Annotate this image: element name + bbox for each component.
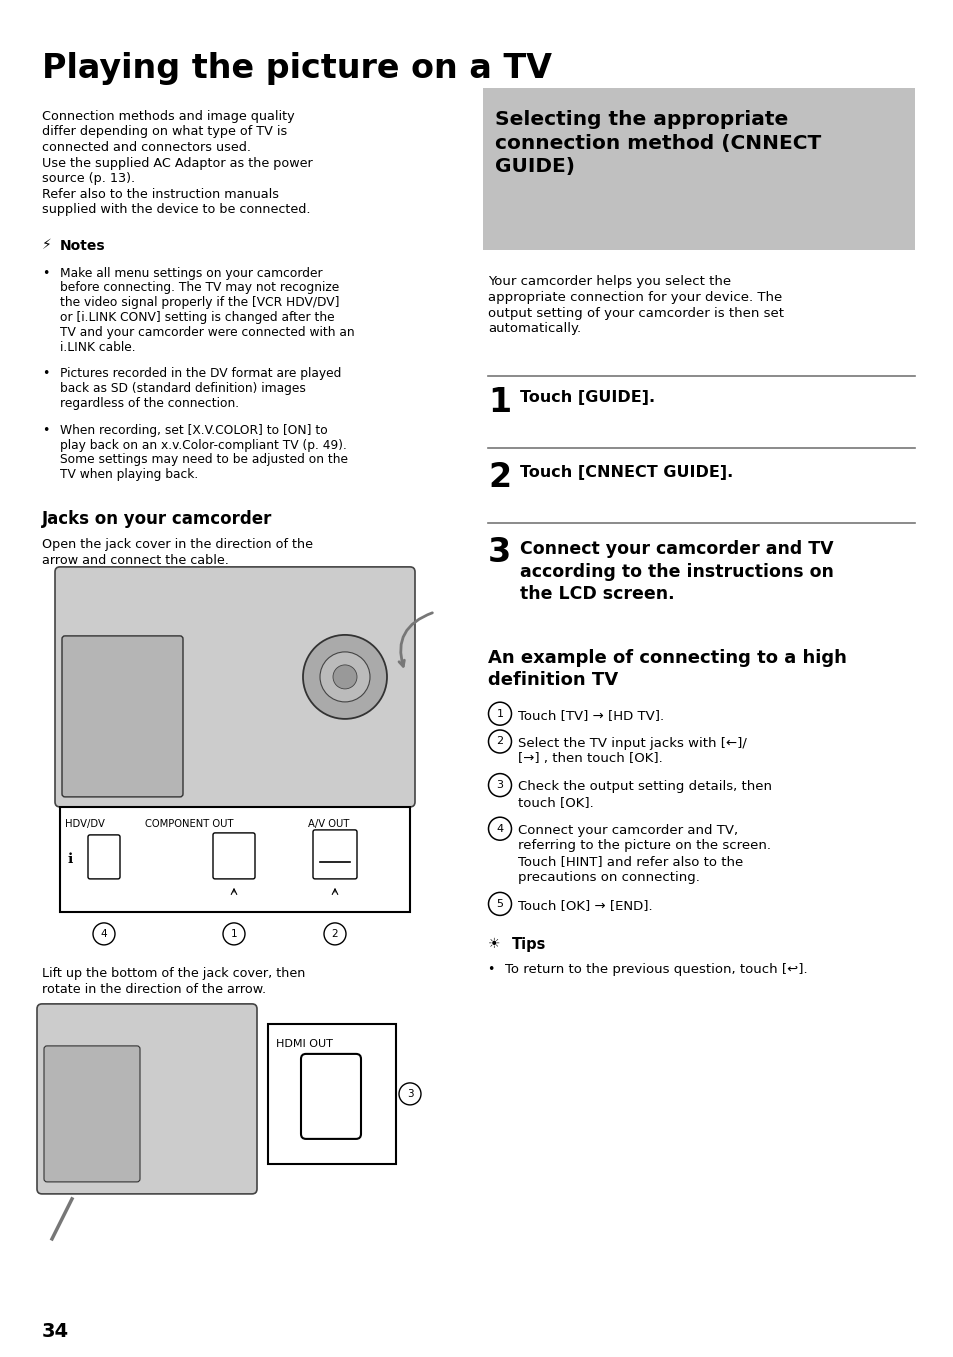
Text: An example of connecting to a high: An example of connecting to a high [488, 649, 846, 666]
Text: before connecting. The TV may not recognize: before connecting. The TV may not recogn… [60, 281, 339, 294]
Circle shape [488, 702, 511, 725]
Text: definition TV: definition TV [488, 672, 618, 689]
Text: automatically.: automatically. [488, 323, 580, 335]
Text: Tips: Tips [512, 936, 546, 951]
Text: or [i.LINK CONV] setting is changed after the: or [i.LINK CONV] setting is changed afte… [60, 311, 335, 324]
Text: 2: 2 [332, 930, 338, 939]
Circle shape [223, 923, 245, 944]
Text: back as SD (standard definition) images: back as SD (standard definition) images [60, 383, 306, 395]
Text: Connection methods and image quality: Connection methods and image quality [42, 110, 294, 123]
Text: •: • [486, 962, 494, 976]
FancyBboxPatch shape [55, 567, 415, 807]
Text: 3: 3 [496, 780, 503, 790]
Text: Touch [CNNECT GUIDE].: Touch [CNNECT GUIDE]. [519, 465, 733, 480]
FancyBboxPatch shape [62, 636, 183, 797]
Text: Touch [OK] → [END].: Touch [OK] → [END]. [517, 898, 652, 912]
Text: Jacks on your camcorder: Jacks on your camcorder [42, 510, 273, 528]
Text: Use the supplied AC Adaptor as the power: Use the supplied AC Adaptor as the power [42, 156, 313, 170]
Text: according to the instructions on: according to the instructions on [519, 563, 833, 581]
Text: Refer also to the instruction manuals: Refer also to the instruction manuals [42, 187, 278, 201]
Circle shape [319, 651, 370, 702]
Circle shape [324, 923, 346, 944]
Text: source (p. 13).: source (p. 13). [42, 172, 135, 185]
Text: To return to the previous question, touch [↩].: To return to the previous question, touc… [504, 962, 807, 976]
Text: Connect your camcorder and TV,: Connect your camcorder and TV, [517, 824, 738, 837]
FancyBboxPatch shape [37, 1004, 256, 1194]
Text: •: • [42, 368, 50, 380]
Text: 3: 3 [488, 536, 511, 569]
Text: regardless of the connection.: regardless of the connection. [60, 396, 239, 410]
Text: Check the output setting details, then: Check the output setting details, then [517, 780, 771, 792]
Text: i.LINK cable.: i.LINK cable. [60, 341, 135, 354]
Text: referring to the picture on the screen.: referring to the picture on the screen. [517, 840, 770, 852]
Text: play back on an x.v.Color-compliant TV (p. 49).: play back on an x.v.Color-compliant TV (… [60, 438, 347, 452]
Text: 4: 4 [101, 930, 107, 939]
FancyBboxPatch shape [44, 1046, 140, 1182]
Text: Your camcorder helps you select the: Your camcorder helps you select the [488, 275, 730, 288]
Text: precautions on connecting.: precautions on connecting. [517, 871, 700, 885]
Text: Select the TV input jacks with [←]/: Select the TV input jacks with [←]/ [517, 737, 746, 749]
Text: ℹ: ℹ [67, 852, 72, 866]
Circle shape [398, 1083, 420, 1105]
Circle shape [488, 730, 511, 753]
Text: 3: 3 [406, 1088, 413, 1099]
Text: HDMI OUT: HDMI OUT [275, 1039, 333, 1049]
Text: touch [OK].: touch [OK]. [517, 797, 593, 809]
Text: Lift up the bottom of the jack cover, then: Lift up the bottom of the jack cover, th… [42, 968, 305, 980]
Text: TV and your camcorder were connected with an: TV and your camcorder were connected wit… [60, 326, 355, 339]
Circle shape [488, 773, 511, 797]
Text: appropriate connection for your device. The: appropriate connection for your device. … [488, 290, 781, 304]
Text: arrow and connect the cable.: arrow and connect the cable. [42, 554, 229, 567]
Text: Make all menu settings on your camcorder: Make all menu settings on your camcorder [60, 266, 322, 280]
Text: ☀: ☀ [488, 936, 500, 951]
Text: 5: 5 [496, 898, 503, 909]
Text: the LCD screen.: the LCD screen. [519, 585, 674, 604]
Text: differ depending on what type of TV is: differ depending on what type of TV is [42, 125, 287, 138]
Text: •: • [42, 266, 50, 280]
Text: connected and connectors used.: connected and connectors used. [42, 141, 251, 153]
Text: 34: 34 [42, 1322, 69, 1341]
Text: 2: 2 [488, 461, 511, 494]
Text: Connect your camcorder and TV: Connect your camcorder and TV [519, 540, 833, 558]
Text: Notes: Notes [60, 239, 106, 252]
Text: Touch [HINT] and refer also to the: Touch [HINT] and refer also to the [517, 855, 742, 868]
Text: rotate in the direction of the arrow.: rotate in the direction of the arrow. [42, 984, 266, 996]
Text: the video signal properly if the [VCR HDV/DV]: the video signal properly if the [VCR HD… [60, 296, 339, 309]
Text: [→] , then touch [OK].: [→] , then touch [OK]. [517, 752, 662, 765]
Text: output setting of your camcorder is then set: output setting of your camcorder is then… [488, 307, 783, 320]
FancyBboxPatch shape [301, 1054, 360, 1139]
Text: supplied with the device to be connected.: supplied with the device to be connected… [42, 204, 310, 216]
Text: Pictures recorded in the DV format are played: Pictures recorded in the DV format are p… [60, 368, 341, 380]
Bar [60, 807, 410, 912]
Text: Some settings may need to be adjusted on the: Some settings may need to be adjusted on… [60, 453, 348, 467]
Text: A/V OUT: A/V OUT [308, 818, 349, 829]
Text: COMPONENT OUT: COMPONENT OUT [145, 818, 233, 829]
Circle shape [488, 893, 511, 916]
FancyBboxPatch shape [88, 835, 120, 879]
Circle shape [303, 635, 387, 719]
Bar [268, 1025, 395, 1164]
Bar [482, 88, 914, 250]
FancyBboxPatch shape [313, 830, 356, 879]
Circle shape [333, 665, 356, 689]
Text: 2: 2 [496, 737, 503, 746]
Text: HDV/DV: HDV/DV [65, 818, 105, 829]
Circle shape [92, 923, 115, 944]
Text: 1: 1 [488, 387, 511, 419]
Text: 1: 1 [496, 708, 503, 719]
Text: ⚡: ⚡ [42, 239, 51, 252]
Text: TV when playing back.: TV when playing back. [60, 468, 198, 482]
Text: 4: 4 [496, 824, 503, 833]
Text: Touch [TV] → [HD TV].: Touch [TV] → [HD TV]. [517, 708, 663, 722]
Circle shape [488, 817, 511, 840]
Text: Selecting the appropriate
connection method (CNNECT
GUIDE): Selecting the appropriate connection met… [495, 110, 821, 176]
Text: Touch [GUIDE].: Touch [GUIDE]. [519, 391, 655, 406]
Text: When recording, set [X.V.COLOR] to [ON] to: When recording, set [X.V.COLOR] to [ON] … [60, 423, 328, 437]
Text: 1: 1 [231, 930, 237, 939]
FancyBboxPatch shape [213, 833, 254, 879]
Text: Open the jack cover in the direction of the: Open the jack cover in the direction of … [42, 537, 313, 551]
Text: Playing the picture on a TV: Playing the picture on a TV [42, 52, 552, 85]
Text: •: • [42, 423, 50, 437]
